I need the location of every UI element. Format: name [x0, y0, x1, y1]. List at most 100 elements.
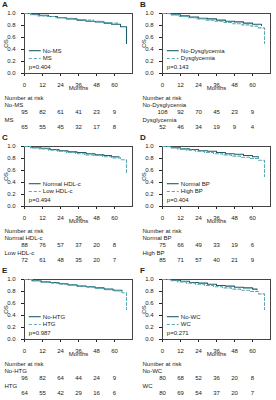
- svg-text:Number at risk: Number at risk: [5, 95, 45, 101]
- svg-text:96: 96: [21, 375, 28, 381]
- svg-text:0.8: 0.8: [145, 288, 154, 294]
- svg-text:108: 108: [157, 109, 168, 115]
- svg-text:Months: Months: [69, 85, 89, 91]
- svg-text:0.8: 0.8: [145, 155, 154, 161]
- svg-text:65: 65: [21, 124, 28, 130]
- svg-text:57: 57: [195, 257, 202, 263]
- svg-text:42: 42: [57, 390, 64, 396]
- svg-text:1.0: 1.0: [145, 10, 154, 16]
- svg-text:7: 7: [251, 390, 255, 396]
- svg-text:OS: OS: [3, 305, 9, 314]
- svg-text:0.2: 0.2: [7, 324, 16, 330]
- svg-text:8: 8: [113, 124, 117, 130]
- svg-text:Number at risk: Number at risk: [143, 95, 183, 101]
- svg-text:Months: Months: [69, 218, 89, 224]
- svg-text:0: 0: [161, 82, 165, 88]
- svg-text:29: 29: [75, 390, 82, 396]
- svg-text:40: 40: [213, 257, 220, 263]
- svg-text:0.2: 0.2: [145, 58, 154, 64]
- svg-text:WC: WC: [181, 321, 192, 327]
- svg-text:No-WC: No-WC: [181, 314, 201, 320]
- svg-text:Low HDL-c: Low HDL-c: [5, 250, 35, 256]
- svg-text:64: 64: [57, 375, 64, 381]
- svg-text:No-HTG: No-HTG: [43, 314, 66, 320]
- svg-text:37: 37: [213, 390, 220, 396]
- svg-text:46: 46: [177, 124, 184, 130]
- svg-text:68: 68: [177, 375, 184, 381]
- svg-text:60: 60: [249, 82, 256, 88]
- svg-text:p=0.271: p=0.271: [167, 330, 190, 336]
- svg-text:6: 6: [251, 242, 255, 248]
- svg-text:24: 24: [195, 82, 202, 88]
- svg-text:52: 52: [159, 124, 166, 130]
- svg-text:Months: Months: [207, 351, 227, 357]
- svg-text:1.0: 1.0: [7, 10, 16, 16]
- svg-text:20: 20: [231, 375, 238, 381]
- svg-text:95: 95: [21, 109, 28, 115]
- svg-text:9: 9: [251, 257, 255, 263]
- svg-text:80: 80: [159, 390, 166, 396]
- svg-text:37: 37: [75, 242, 82, 248]
- svg-text:12: 12: [39, 215, 46, 221]
- svg-text:21: 21: [231, 257, 238, 263]
- svg-text:0: 0: [23, 348, 27, 354]
- svg-text:24: 24: [195, 215, 202, 221]
- svg-text:0.0: 0.0: [145, 336, 154, 342]
- svg-text:49: 49: [195, 242, 202, 248]
- svg-text:1.0: 1.0: [145, 143, 154, 149]
- svg-text:24: 24: [93, 375, 100, 381]
- svg-text:Months: Months: [69, 351, 89, 357]
- svg-text:92: 92: [177, 109, 184, 115]
- svg-text:MS: MS: [43, 55, 52, 61]
- svg-text:36: 36: [213, 375, 220, 381]
- svg-text:Dysglycemia: Dysglycemia: [143, 117, 178, 123]
- svg-text:61: 61: [57, 109, 64, 115]
- svg-text:12: 12: [177, 348, 184, 354]
- svg-text:45: 45: [213, 109, 220, 115]
- svg-text:48: 48: [57, 257, 64, 263]
- svg-text:69: 69: [177, 390, 184, 396]
- svg-text:p=0.143: p=0.143: [167, 64, 190, 70]
- svg-text:60: 60: [249, 215, 256, 221]
- svg-text:6: 6: [113, 390, 117, 396]
- svg-text:8: 8: [113, 242, 117, 248]
- svg-text:19: 19: [231, 242, 238, 248]
- svg-text:48: 48: [231, 82, 238, 88]
- svg-text:82: 82: [39, 375, 46, 381]
- svg-text:8: 8: [251, 375, 255, 381]
- svg-text:35: 35: [75, 257, 82, 263]
- svg-text:0.0: 0.0: [145, 70, 154, 76]
- svg-text:85: 85: [159, 257, 166, 263]
- svg-text:p=0.987: p=0.987: [29, 330, 52, 336]
- svg-text:p=0.404: p=0.404: [29, 64, 52, 70]
- svg-text:OS: OS: [141, 39, 147, 48]
- svg-text:24: 24: [57, 348, 64, 354]
- svg-text:0.2: 0.2: [7, 191, 16, 197]
- svg-text:23: 23: [93, 109, 100, 115]
- svg-text:71: 71: [177, 257, 184, 263]
- svg-text:No-Dysglycemia: No-Dysglycemia: [181, 48, 225, 54]
- svg-text:20: 20: [93, 257, 100, 263]
- svg-text:57: 57: [57, 242, 64, 248]
- svg-text:Normal HDL-c: Normal HDL-c: [43, 181, 81, 187]
- svg-text:52: 52: [195, 375, 202, 381]
- svg-text:54: 54: [195, 390, 202, 396]
- svg-text:No-Dysglycemia: No-Dysglycemia: [143, 102, 187, 108]
- svg-text:1.0: 1.0: [7, 143, 16, 149]
- svg-text:20: 20: [93, 242, 100, 248]
- svg-text:1.0: 1.0: [7, 276, 16, 282]
- svg-text:45: 45: [57, 124, 64, 130]
- svg-text:19: 19: [213, 124, 220, 130]
- svg-text:48: 48: [93, 348, 100, 354]
- svg-text:60: 60: [111, 82, 118, 88]
- svg-text:48: 48: [231, 215, 238, 221]
- svg-text:75: 75: [159, 242, 166, 248]
- svg-text:Low HDL-c: Low HDL-c: [43, 188, 73, 194]
- svg-text:66: 66: [177, 242, 184, 248]
- svg-text:64: 64: [21, 390, 28, 396]
- svg-text:0.2: 0.2: [145, 191, 154, 197]
- svg-text:4: 4: [251, 124, 255, 130]
- svg-text:WC: WC: [143, 383, 154, 389]
- svg-text:HTG: HTG: [5, 383, 18, 389]
- svg-text:16: 16: [93, 390, 100, 396]
